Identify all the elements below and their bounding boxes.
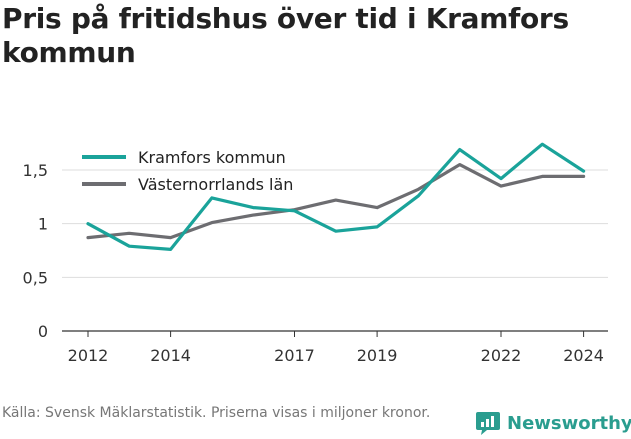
grid-layer bbox=[62, 169, 608, 278]
y-tick-label: 1 bbox=[38, 215, 48, 234]
x-tick-label: 2014 bbox=[150, 346, 191, 365]
series-line-kramfors bbox=[86, 142, 586, 251]
page-title: Pris på fritidshus över tid i Kramfors k… bbox=[2, 2, 569, 69]
legend-label: Västernorrlands län bbox=[138, 175, 293, 194]
x-tick-label: 2019 bbox=[357, 346, 398, 365]
line-chart: 0 0,5 1 1,5 2012 2014 2017 2019 2022 2024 Kramfor… bbox=[23, 142, 608, 365]
legend: Kramfors kommun Västernorrlands län bbox=[82, 148, 293, 194]
brand-name: Newsworthy bbox=[507, 412, 631, 434]
x-tick-label: 2012 bbox=[68, 346, 109, 365]
y-tick-label: 0,5 bbox=[23, 268, 48, 287]
x-tick-label: 2022 bbox=[481, 346, 522, 365]
axis-layer: 0 0,5 1 1,5 2012 2014 2017 2019 2022 2024 bbox=[23, 161, 608, 365]
y-tick-label: 1,5 bbox=[23, 161, 48, 180]
x-tick-label: 2024 bbox=[563, 346, 604, 365]
source-note: Källa: Svensk Mäklarstatistik. Priserna … bbox=[2, 405, 431, 421]
x-tick-label: 2017 bbox=[274, 346, 315, 365]
series-layer bbox=[86, 142, 586, 251]
newsworthy-logo-icon bbox=[476, 412, 500, 435]
brand-logo: Newsworthy bbox=[475, 408, 631, 438]
y-tick-label: 0 bbox=[38, 322, 48, 341]
legend-label: Kramfors kommun bbox=[138, 148, 286, 167]
series-line-lan bbox=[86, 163, 586, 240]
